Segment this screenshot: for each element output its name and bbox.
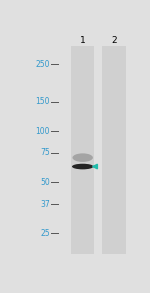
Text: 1: 1 (80, 36, 86, 45)
Ellipse shape (72, 164, 93, 169)
Text: 100: 100 (36, 127, 50, 136)
Text: 37: 37 (40, 200, 50, 209)
Text: 250: 250 (36, 60, 50, 69)
Bar (102, 47, 126, 254)
Text: 2: 2 (111, 36, 117, 45)
Text: 25: 25 (40, 229, 50, 238)
Text: 150: 150 (36, 97, 50, 106)
Ellipse shape (72, 153, 93, 162)
Bar (71, 47, 94, 254)
Text: 50: 50 (40, 178, 50, 187)
Text: 75: 75 (40, 148, 50, 157)
